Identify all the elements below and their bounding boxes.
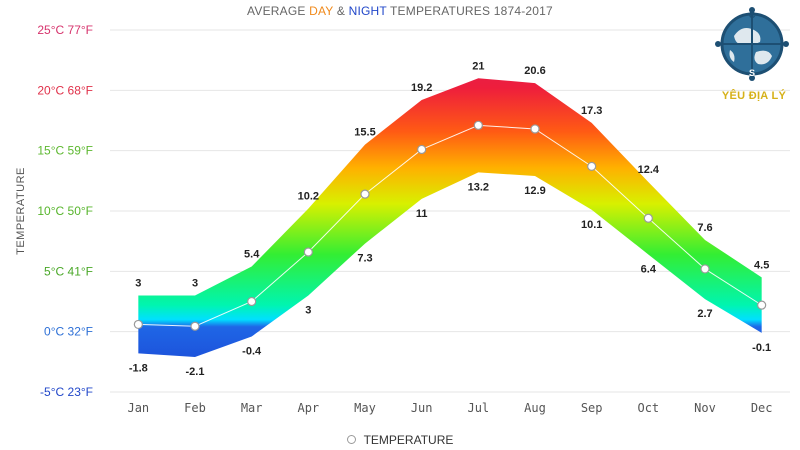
day-value-label: 12.4 — [638, 164, 660, 176]
day-value-label: 19.2 — [411, 82, 432, 94]
night-value-label: 12.9 — [524, 185, 545, 197]
day-night-area — [138, 78, 762, 358]
x-tick-label: Dec — [751, 401, 773, 415]
logo: C S YÊU ĐỊA LÝ — [712, 6, 796, 106]
day-value-label: 7.6 — [697, 222, 712, 234]
legend-label: TEMPERATURE — [363, 432, 454, 447]
y-tick-label: 15°C 59°F — [37, 144, 93, 158]
x-tick-label: May — [354, 401, 376, 415]
day-value-label: 4.5 — [754, 259, 769, 271]
legend-marker-icon — [346, 435, 356, 445]
day-value-label: 15.5 — [354, 127, 375, 139]
night-value-label: 7.3 — [357, 253, 372, 265]
night-value-label: 6.4 — [641, 263, 657, 275]
day-value-label: 17.3 — [581, 105, 602, 117]
temperature-point[interactable] — [473, 120, 483, 130]
data-labels: 3 3 5.4 10.2 15.5 19.2 21 20.6 17.3 12.4 7.6 4.5 -1.… — [129, 60, 771, 378]
temperature-point[interactable] — [247, 296, 257, 307]
night-value-label: 10.1 — [581, 219, 602, 231]
night-value-label: -0.4 — [242, 345, 262, 357]
day-value-label: 5.4 — [244, 249, 260, 261]
night-value-label: 13.2 — [468, 181, 489, 193]
x-tick-label: Jul — [467, 401, 489, 415]
night-value-label: 3 — [305, 304, 311, 316]
x-tick-label: Feb — [184, 401, 206, 415]
temperature-point[interactable] — [133, 319, 143, 330]
temperature-point[interactable] — [530, 124, 540, 134]
x-tick-label: Jun — [411, 401, 433, 415]
temperature-point[interactable] — [643, 213, 653, 223]
title-suffix: TEMPERATURES 1874-2017 — [386, 4, 553, 18]
y-tick-label: 10°C 50°F — [37, 204, 93, 218]
x-tick-label: Oct — [637, 401, 659, 415]
temperature-band — [138, 78, 762, 358]
legend[interactable]: TEMPERATURE — [0, 432, 800, 447]
title-night: NIGHT — [348, 4, 387, 18]
chart-title: AVERAGE DAY & NIGHT TEMPERATURES 1874-20… — [0, 4, 800, 18]
x-tick-label: Jan — [127, 401, 149, 415]
y-tick-label: 5°C 41°F — [44, 264, 93, 278]
y-axis-ticks: 25°C 77°F 20°C 68°F 15°C 59°F 10°C 50°F 5°C … — [37, 23, 93, 399]
mean-line — [133, 120, 767, 331]
x-tick-label: Aug — [524, 401, 546, 415]
logo-letter-top: C — [749, 10, 756, 20]
x-tick-label: Nov — [694, 401, 716, 415]
y-tick-label: 20°C 68°F — [37, 83, 93, 97]
logo-letter-bottom: S — [749, 68, 755, 78]
temperature-line — [138, 124, 762, 327]
day-value-label: 10.2 — [298, 191, 319, 203]
y-tick-label: 0°C 32°F — [44, 325, 93, 339]
title-prefix: AVERAGE — [247, 4, 310, 18]
day-value-label: 3 — [192, 277, 198, 289]
x-axis-ticks: Jan Feb Mar Apr May Jun Jul Aug Sep Oct Nov Dec — [127, 401, 772, 415]
night-value-label: -1.8 — [129, 362, 148, 374]
night-value-label: -2.1 — [186, 366, 205, 378]
temperature-point[interactable] — [190, 321, 200, 331]
x-tick-label: Apr — [297, 401, 319, 415]
temperature-point[interactable] — [587, 161, 597, 171]
title-ampersand: & — [333, 4, 349, 18]
y-tick-label: 25°C 77°F — [37, 23, 93, 37]
title-day: DAY — [309, 4, 334, 18]
day-value-label: 20.6 — [524, 65, 545, 77]
temperature-point[interactable] — [360, 189, 370, 199]
night-value-label: 11 — [416, 208, 428, 220]
night-value-label: 2.7 — [697, 308, 712, 320]
day-value-label: 21 — [472, 60, 484, 72]
x-tick-label: Sep — [581, 401, 603, 415]
temperature-point[interactable] — [700, 264, 710, 274]
globe-logo-icon: C S — [715, 7, 789, 81]
temperature-point[interactable] — [417, 144, 427, 155]
temperature-point[interactable] — [303, 247, 313, 257]
night-value-label: -0.1 — [752, 342, 771, 354]
logo-text: YÊU ĐỊA LÝ — [721, 90, 787, 102]
temperature-point[interactable] — [757, 300, 767, 310]
y-tick-label: -5°C 23°F — [40, 385, 93, 399]
x-tick-label: Mar — [241, 401, 263, 415]
day-value-label: 3 — [135, 277, 141, 289]
y-axis-label: TEMPERATURE — [15, 167, 27, 255]
